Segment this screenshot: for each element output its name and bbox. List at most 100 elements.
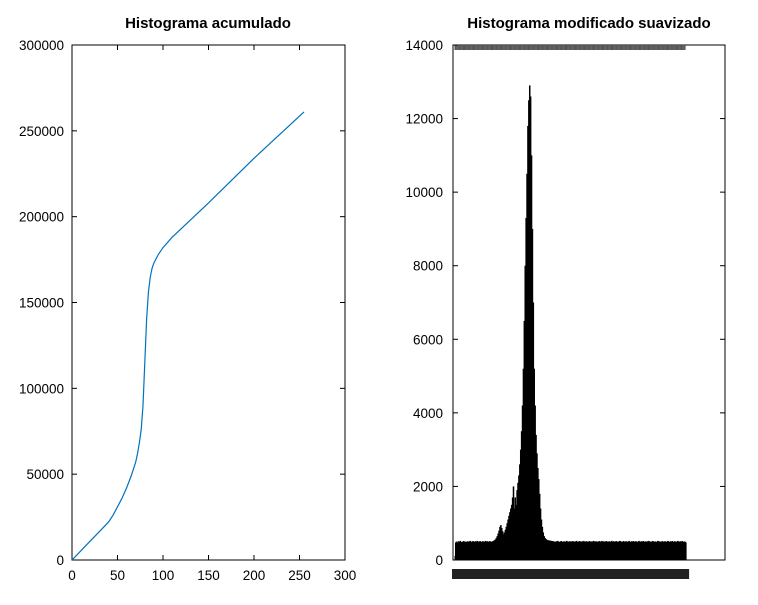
- histogram-bar: [524, 265, 526, 560]
- histogram-bar: [620, 541, 622, 560]
- histogram-bar: [455, 541, 458, 560]
- histogram-bar: [531, 228, 534, 560]
- histogram-bar: [513, 508, 516, 560]
- histogram-bar: [674, 541, 676, 560]
- cumulative-histogram-title: Histograma acumulado: [125, 15, 291, 32]
- histogram-bar: [480, 541, 482, 560]
- histogram-bar: [584, 541, 587, 560]
- histogram-bar: [589, 541, 591, 560]
- histogram-bar: [473, 541, 475, 560]
- histogram-bar: [455, 542, 457, 560]
- histogram-bar: [679, 541, 682, 560]
- histogram-bar: [568, 541, 571, 560]
- histogram-bar: [664, 541, 666, 560]
- histogram-bar: [559, 541, 562, 560]
- histogram-bar: [663, 541, 665, 560]
- histogram-bar: [528, 85, 531, 561]
- histogram-bar: [659, 541, 662, 560]
- histogram-bar: [544, 537, 546, 560]
- histogram-bar: [523, 320, 526, 560]
- histogram-bar: [575, 540, 578, 560]
- histogram-bar: [643, 541, 646, 560]
- histogram-bar: [582, 541, 584, 560]
- histogram-bar: [684, 541, 686, 560]
- histogram-bar: [522, 368, 525, 560]
- y-tick-label: 250000: [19, 124, 64, 139]
- histogram-bar: [538, 479, 540, 560]
- y-tick-label: 12000: [405, 112, 443, 127]
- histogram-bar: [470, 541, 472, 560]
- histogram-bar: [527, 125, 529, 561]
- histogram-bar: [625, 541, 628, 560]
- histogram-bar: [547, 540, 550, 560]
- histogram-bar: [627, 541, 629, 560]
- histogram-bar: [537, 468, 539, 560]
- histogram-bar: [494, 539, 497, 560]
- histogram-bar: [578, 541, 581, 560]
- histogram-bar: [673, 541, 675, 560]
- histogram-bar: [521, 405, 524, 560]
- histogram-bar: [565, 540, 568, 560]
- histogram-bar: [512, 486, 515, 560]
- histogram-bar: [483, 541, 486, 560]
- histogram-bar: [631, 541, 634, 560]
- histogram-bar: [610, 541, 612, 560]
- histogram-bar: [490, 541, 492, 560]
- histogram-bar: [498, 530, 500, 560]
- y-tick-label: 300000: [19, 38, 64, 53]
- histogram-bar: [580, 541, 582, 560]
- histogram-bar: [536, 453, 538, 560]
- histogram-bar: [501, 528, 503, 560]
- histogram-bar: [469, 540, 471, 560]
- histogram-bar: [510, 504, 513, 560]
- histogram-bar: [496, 536, 499, 560]
- histogram-bar: [547, 540, 549, 560]
- histogram-bar: [607, 541, 609, 560]
- histogram-bar: [600, 541, 602, 560]
- histogram-bar: [463, 541, 465, 560]
- histogram-bar: [492, 540, 495, 560]
- y-tick-label: 150000: [19, 296, 64, 311]
- histogram-bar: [505, 526, 508, 560]
- x-tick-label: 150: [197, 568, 220, 583]
- histogram-bar: [615, 541, 618, 560]
- histogram-bar: [526, 173, 528, 560]
- histogram-bar: [669, 541, 672, 560]
- histogram-bar: [575, 541, 577, 560]
- histogram-bar: [645, 541, 647, 560]
- histogram-bar: [492, 541, 494, 560]
- histogram-bar: [488, 541, 490, 560]
- histogram-bar: [618, 541, 620, 560]
- histogram-bar: [602, 541, 604, 560]
- histogram-bar: [495, 537, 498, 560]
- histogram-bar: [482, 541, 485, 560]
- y-tick-label: 0: [435, 553, 443, 568]
- histogram-bar: [550, 540, 553, 560]
- smoothed-histogram-tick-labels: 0 2000 4000 6000 8000 10000 12000 14000: [405, 38, 690, 579]
- histogram-bar: [489, 541, 491, 560]
- histogram-bar: [658, 541, 661, 560]
- histogram-bar: [637, 541, 639, 560]
- histogram-bar: [475, 541, 478, 560]
- histogram-bar: [649, 541, 652, 560]
- histogram-bar: [457, 541, 460, 560]
- cumulative-histogram-tick-labels: 0 50 100 150 200 250 300 0 50000 100000 150000 2000…: [19, 38, 356, 583]
- smoothed-histogram-ticks: [453, 44, 725, 561]
- histogram-bar: [542, 532, 545, 560]
- histogram-bar: [548, 540, 551, 560]
- histogram-bar: [484, 540, 487, 560]
- histogram-bar: [667, 541, 670, 560]
- histogram-bar: [617, 541, 619, 560]
- histogram-bar: [556, 540, 559, 560]
- histogram-bar: [525, 217, 527, 560]
- histogram-bar: [616, 541, 619, 560]
- histogram-bar: [474, 541, 477, 560]
- histogram-bar: [587, 541, 590, 560]
- histogram-bar: [628, 540, 630, 560]
- histogram-bar: [533, 368, 535, 560]
- histogram-bar: [579, 541, 582, 560]
- histogram-bar: [603, 541, 606, 560]
- histogram-bar: [581, 541, 583, 560]
